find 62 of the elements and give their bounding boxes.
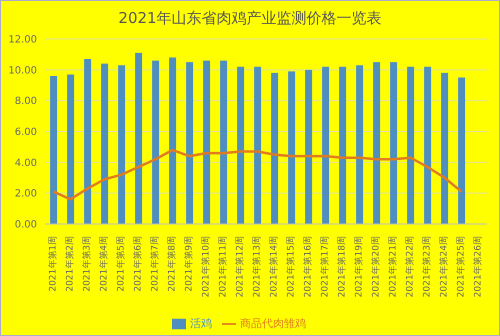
x-tick-label: 2021年第1周 (48, 236, 58, 292)
y-tick-label: 12.00 (8, 34, 37, 46)
y-tick-label: 2.00 (14, 188, 37, 200)
bar (271, 72, 278, 224)
bar (169, 58, 176, 224)
x-tick-label: 2021年第17周 (320, 236, 330, 298)
bar (305, 70, 312, 224)
bar (50, 76, 58, 224)
bar (458, 78, 466, 224)
bar (67, 74, 74, 224)
bar (254, 66, 262, 224)
x-tick-label: 2021年第9周 (184, 236, 194, 292)
chart-title: 2021年山东省肉鸡产业监测价格一览表 (117, 9, 383, 29)
bar (288, 71, 296, 224)
x-tick-label: 2021年第2周 (64, 236, 76, 292)
y-tick-label: 10.00 (8, 65, 37, 76)
x-tick-label: 2021年第5周 (116, 236, 126, 292)
x-tick-label: 2021年第22周 (404, 236, 416, 298)
legend-label: 商品代肉雏鸡 (240, 317, 306, 330)
x-tick-label: 2021年第12周 (234, 236, 246, 298)
x-tick-label: 2021年第23周 (422, 236, 432, 298)
x-tick-label: 2021年第19周 (354, 236, 364, 298)
bar (339, 66, 346, 224)
x-tick-label: 2021年第3周 (82, 236, 92, 292)
x-tick-label: 2021年第4周 (98, 236, 110, 292)
bar (203, 60, 210, 224)
x-tick-label: 2021年第20周 (370, 236, 382, 298)
x-tick-label: 2021年第18周 (336, 236, 348, 298)
bar (152, 60, 160, 224)
x-tick-label: 2021年第14周 (268, 236, 280, 298)
y-tick-label: 6.00 (14, 127, 37, 138)
x-tick-label: 2021年第10周 (200, 236, 212, 298)
x-tick-label: 2021年第24周 (438, 236, 450, 298)
bar (390, 62, 398, 224)
bar (186, 62, 194, 224)
bar (118, 65, 126, 224)
y-tick-label: 4.00 (14, 158, 37, 169)
bar (322, 66, 330, 224)
x-tick-label: 2021年第11周 (218, 236, 228, 298)
bar (135, 52, 142, 224)
y-tick-label: 8.00 (14, 96, 37, 108)
x-tick-label: 2021年第7周 (150, 236, 160, 292)
bar (356, 65, 364, 224)
bar (220, 60, 228, 224)
bar (407, 66, 414, 224)
bar (373, 62, 380, 224)
x-tick-label: 2021年第21周 (388, 236, 398, 298)
bar (101, 64, 108, 224)
x-tick-label: 2021年第13周 (252, 236, 262, 298)
bar (237, 66, 244, 224)
x-tick-label: 2021年第16周 (302, 236, 314, 298)
line-series (52, 148, 463, 201)
x-tick-label: 2021年第15周 (286, 236, 296, 298)
legend-label: 活鸡 (190, 317, 212, 330)
bar (441, 72, 448, 224)
x-tick-label: 2021年第8周 (166, 236, 178, 292)
bar (424, 66, 432, 224)
x-tick-label: 2021年第6周 (132, 236, 144, 292)
x-tick-label: 2021年第26周 (472, 236, 484, 298)
y-tick-label: 0.00 (14, 220, 37, 231)
bar (84, 59, 92, 224)
x-tick-label: 2021年第25周 (456, 236, 466, 298)
